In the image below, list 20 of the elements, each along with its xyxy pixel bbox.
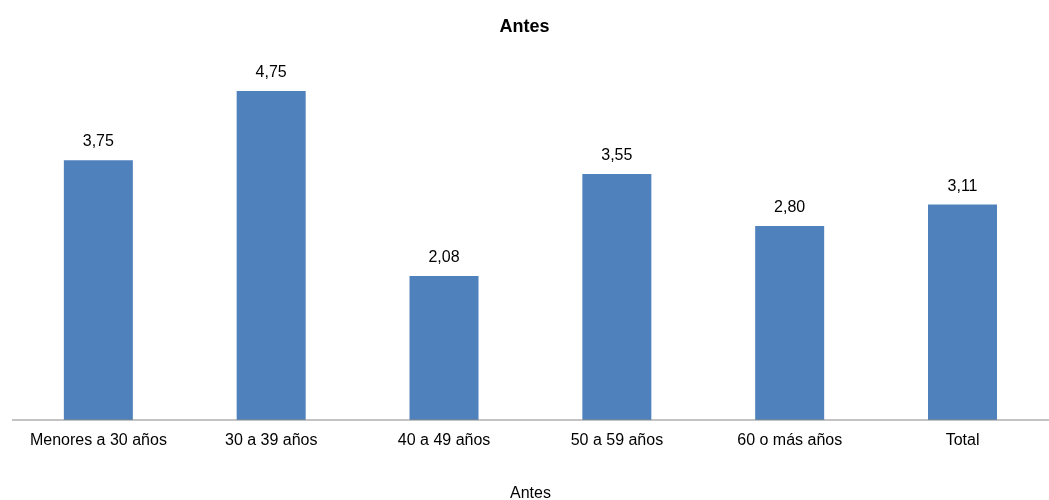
data-label: 2,08 <box>428 247 460 265</box>
bar <box>755 226 825 420</box>
data-label: 3,75 <box>82 132 115 150</box>
bar <box>236 91 306 420</box>
data-label: 4,75 <box>255 63 287 80</box>
x-tick-label: Menores a 30 años <box>29 431 167 449</box>
data-label: 3,11 <box>947 176 978 194</box>
x-tick-label: Total <box>945 431 980 449</box>
chart-title: Antes <box>498 16 551 37</box>
bar <box>928 204 998 420</box>
x-tick-label: 30 a 39 años <box>224 431 318 449</box>
x-tick-label: 50 a 59 años <box>570 431 664 449</box>
x-tick-label: 40 a 49 años <box>397 431 491 449</box>
data-label: 2,80 <box>774 198 806 216</box>
bar <box>409 275 479 420</box>
bar <box>582 174 652 420</box>
bar <box>63 160 133 420</box>
data-label: 3,55 <box>601 146 633 164</box>
x-tick-label: 60 o más años <box>737 431 843 449</box>
x-axis-title: Antes <box>510 484 551 500</box>
